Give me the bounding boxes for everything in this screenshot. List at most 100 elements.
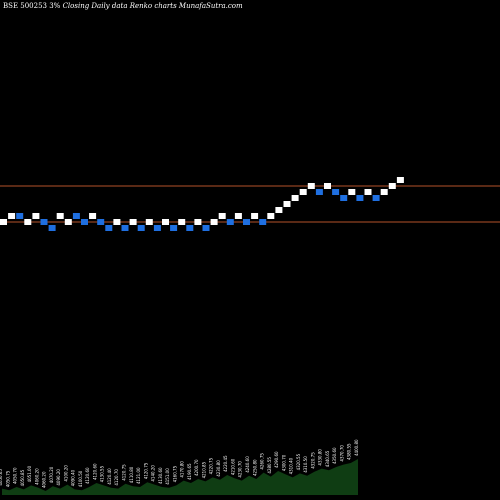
volume-label: 4310.40 [289,457,294,474]
renko-brick-up [348,189,356,195]
renko-brick-up [64,219,72,225]
renko-brick-up [129,219,137,225]
volume-label: 4110.80 [129,466,134,483]
volume-label: 4220.75 [209,457,214,474]
renko-brick-down [243,219,250,225]
volume-label: 4140.20 [151,465,156,482]
volume-label: 4090.20 [56,469,61,486]
volume-label: 4151.00 [165,468,170,485]
volume-label: 4060.20 [34,468,39,485]
renko-brick-down [97,219,105,225]
volume-label: 4290.60 [274,451,279,468]
renko-brick-up [234,213,242,219]
volume-label: 4120.40 [107,468,112,485]
renko-brick-up [275,207,283,213]
renko-brick-down [16,213,24,219]
symbol-label: BSE 500253 3% [3,2,61,10]
volume-label: 4320.75 [310,452,315,469]
renko-brick-up [178,219,186,225]
renko-brick-up [218,213,226,219]
renko-brick-up [299,189,307,195]
renko-brick-up [388,183,396,189]
renko-brick-up [364,189,372,195]
volume-label: 4090.40 [71,469,76,486]
renko-brick-up [307,183,315,189]
volume-area [2,459,358,495]
volume-label: 4330.80 [318,449,323,466]
renko-brick-up [324,183,331,189]
volume-label: 4190.65 [187,463,192,480]
volume-label: 4370.70 [339,445,344,462]
renko-brick-down [202,225,210,231]
renko-brick-down [186,225,194,231]
renko-brick-down [372,195,380,201]
renko-brick-up [162,219,169,225]
volume-label: 4120.60 [92,463,97,480]
renko-brick-up [113,219,121,225]
volume-label: 4050.65 [0,469,3,486]
volume-label: 4120.75 [143,462,148,479]
renko-brick-down [340,195,348,201]
renko-brick-up [56,213,64,219]
chart-title: BSE 500253 3% Closing Daily data Renko c… [3,2,243,10]
volume-label: 4340.65 [325,450,330,467]
renko-brick-up [32,213,40,219]
volume-label: 4310.50 [303,456,308,473]
renko-brick-down [226,219,234,225]
renko-brick-up [210,219,218,225]
renko-brick-up [145,219,153,225]
renko-brick-up [251,213,259,219]
volume-label: 4400.80 [354,439,359,456]
volume-label: 4100.50 [78,470,83,487]
volume-label: 4050.75 [5,470,10,487]
renko-brick-up [267,213,275,219]
volume-label: 4130.60 [158,467,163,484]
volume-label: 4120.70 [114,469,119,486]
volume-label: 4060.20 [42,471,47,488]
renko-brick-down [121,225,129,231]
renko-brick-down [153,225,161,231]
renko-brick-up [89,213,97,219]
volume-label: 4350.60 [332,447,337,464]
renko-brick-up [0,219,7,225]
volume-label: 4120.75 [122,464,127,481]
renko-brick-down [81,219,88,225]
volume-label: 4120.60 [85,467,90,484]
renko-brick-down [48,225,56,231]
volume-label: 4170.80 [180,461,185,478]
volume-label: 4380.55 [347,443,352,460]
volume-label: 4210.60 [230,458,235,475]
volume-label: 4240.60 [245,456,250,473]
renko-brick-down [137,225,145,231]
renko-brick-down [315,189,323,195]
caption-label: Closing Daily data Renko charts MunafaSu… [62,2,243,10]
volume-label: 4220.45 [223,455,228,472]
renko-brick-up [8,213,16,219]
volume-label: 4230.70 [238,461,243,478]
volume-label: 4051.00 [27,465,32,482]
renko-brick-down [170,225,178,231]
renko-brick-down [72,213,80,219]
volume-label: 4160.75 [172,465,177,482]
volume-label: 4250.80 [252,459,257,476]
renko-brick-down [105,225,113,231]
renko-brick-down [40,219,48,225]
volume-label: 4130.55 [100,465,105,482]
volume-label: 4260.75 [260,453,265,470]
renko-brick-up [291,195,299,201]
renko-brick-down [259,219,267,225]
renko-brick-up [283,201,291,207]
volume-label: 4050.70 [13,467,18,484]
renko-brick-up [194,219,202,225]
volume-label: 4320.55 [296,453,301,470]
renko-brick-up [24,219,32,225]
volume-label: 4300.70 [281,454,286,471]
renko-brick-down [356,195,364,201]
renko-brick-down [332,189,340,195]
renko-brick-up [380,189,388,195]
volume-label: 4210.85 [201,461,206,478]
volume-label: 4200.70 [194,459,199,476]
volume-label: 4050.85 [20,469,25,486]
volume-label: 4100.20 [63,465,68,482]
